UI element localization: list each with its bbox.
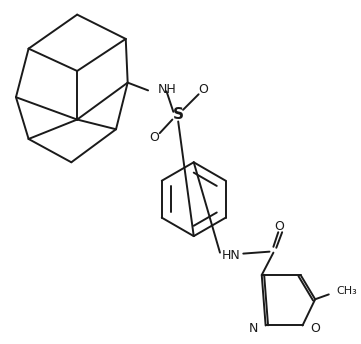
Text: O: O <box>199 83 208 96</box>
Text: O: O <box>274 220 284 233</box>
Text: O: O <box>310 322 320 335</box>
Text: N: N <box>248 322 258 335</box>
Text: O: O <box>149 131 159 144</box>
Text: S: S <box>173 107 184 122</box>
Text: CH₃: CH₃ <box>336 287 357 297</box>
Text: NH: NH <box>158 83 177 96</box>
Text: HN: HN <box>222 249 241 262</box>
